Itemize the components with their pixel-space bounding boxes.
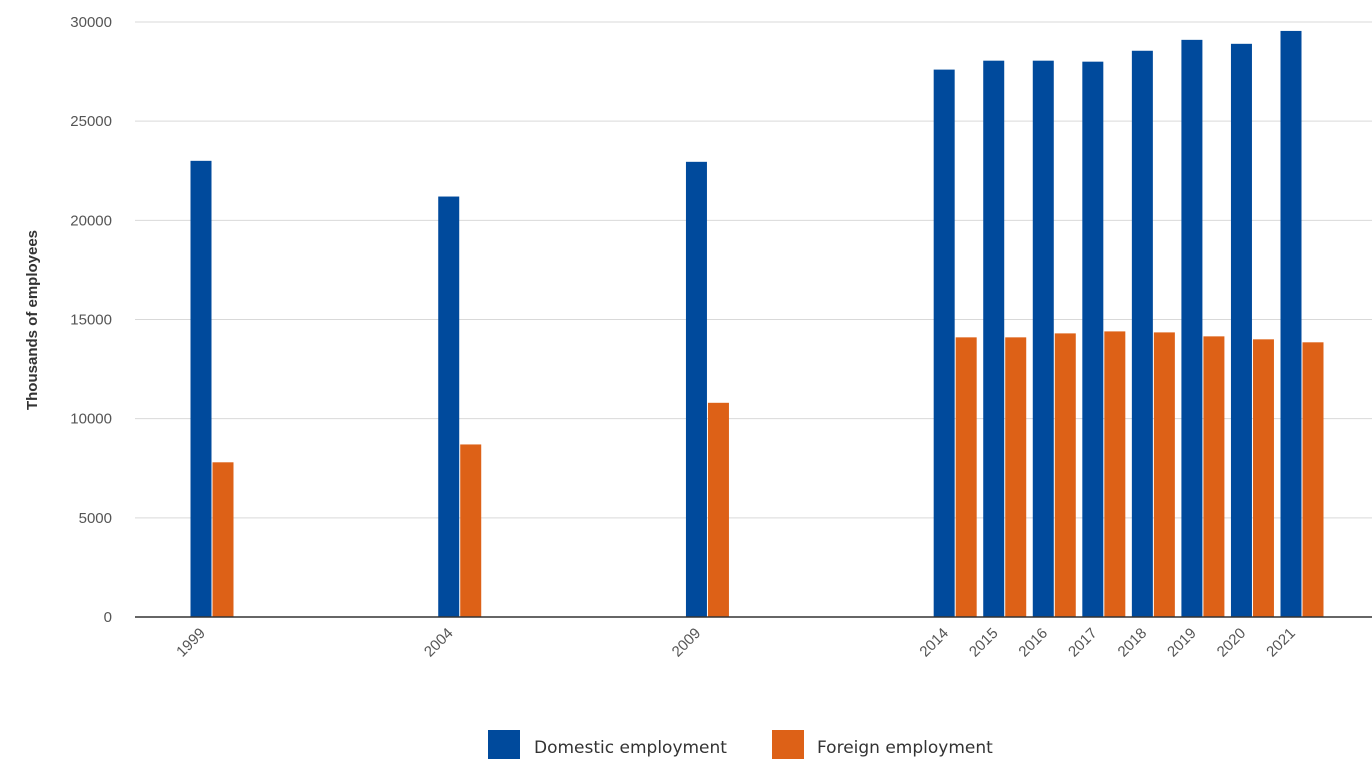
x-tick-label: 2017 <box>1065 625 1101 661</box>
y-tick-label: 0 <box>104 609 112 626</box>
x-tick-label: 2021 <box>1263 625 1299 661</box>
x-tick-label: 1999 <box>173 625 209 661</box>
legend-label: Foreign employment <box>817 738 993 758</box>
x-tick-label: 2004 <box>421 625 457 661</box>
y-tick-label: 20000 <box>70 212 112 229</box>
x-tick-label: 2009 <box>669 625 705 661</box>
bar-domestic <box>1032 60 1054 618</box>
bar-foreign <box>212 462 234 617</box>
y-tick-label: 15000 <box>70 312 112 329</box>
bar-foreign <box>1203 336 1225 617</box>
bar-foreign <box>460 444 482 617</box>
y-tick-label: 5000 <box>79 510 112 527</box>
x-tick-label: 2016 <box>1015 625 1051 661</box>
y-axis-ticks: 0 5000 10000 15000 20000 25000 30000 <box>70 14 112 626</box>
bar-foreign <box>1252 339 1274 617</box>
x-tick-label: 2014 <box>916 625 952 661</box>
bars <box>190 30 1324 618</box>
bar-foreign <box>707 402 729 617</box>
x-axis-ticks: 1999 2004 2009 2014 2015 2016 2017 2018 2019 2020… <box>173 625 1299 661</box>
legend-label: Domestic employment <box>534 738 727 758</box>
bar-domestic <box>1280 30 1302 618</box>
bar-domestic <box>685 161 707 617</box>
x-tick-label: 2015 <box>966 625 1002 661</box>
y-tick-label: 30000 <box>70 14 112 31</box>
bar-foreign <box>1054 333 1076 617</box>
bar-foreign <box>955 337 977 617</box>
bar-domestic <box>933 69 955 618</box>
legend: Domestic employment Foreign employment <box>488 730 993 759</box>
legend-swatch <box>772 730 804 759</box>
bar-foreign <box>1153 332 1175 617</box>
x-tick-label: 2019 <box>1164 625 1200 661</box>
bar-foreign <box>1104 331 1126 617</box>
bar-domestic <box>1230 43 1252 618</box>
bar-domestic <box>983 60 1005 618</box>
bar-domestic <box>1131 50 1153 617</box>
x-tick-label: 2018 <box>1115 625 1151 661</box>
legend-swatch <box>488 730 520 759</box>
bar-foreign <box>1302 342 1324 617</box>
bar-domestic <box>438 196 460 618</box>
y-tick-label: 25000 <box>70 113 112 130</box>
x-tick-label: 2020 <box>1214 625 1250 661</box>
bar-domestic <box>1181 39 1203 618</box>
bar-foreign <box>1005 337 1027 617</box>
bar-domestic <box>1082 61 1104 617</box>
y-axis-title: Thousands of employees <box>24 230 41 410</box>
y-tick-label: 10000 <box>70 411 112 428</box>
bar-domestic <box>190 160 212 618</box>
